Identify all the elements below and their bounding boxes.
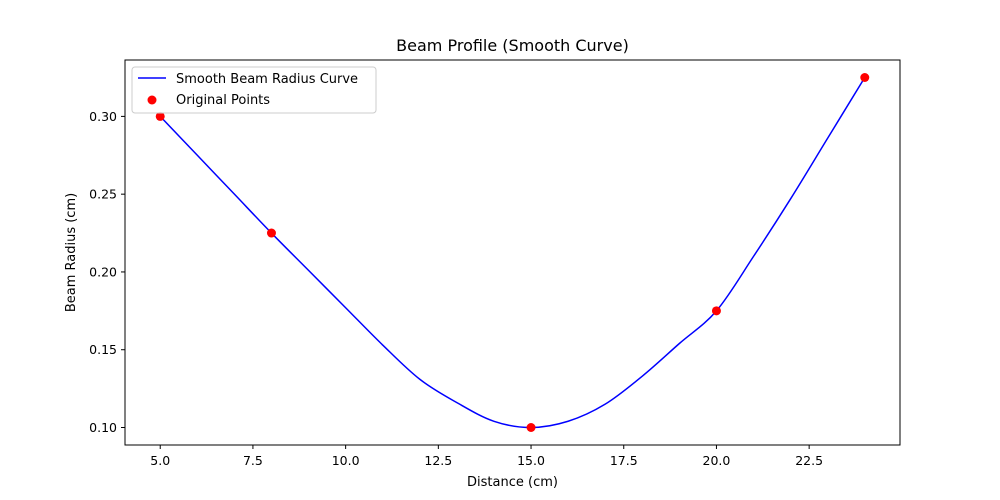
chart-title: Beam Profile (Smooth Curve) <box>396 36 629 55</box>
x-tick-label: 20.0 <box>703 453 731 468</box>
axis-ticks: 5.0 7.5 10.0 12.5 15.0 17.5 20.0 22.5 0.10 0.15 0.… <box>89 109 823 468</box>
y-tick-label: 0.30 <box>89 109 117 124</box>
y-tick-label: 0.20 <box>89 264 117 279</box>
legend-box <box>131 66 377 114</box>
y-tick-label: 0.15 <box>89 342 117 357</box>
x-tick-label: 15.0 <box>517 453 545 468</box>
x-tick-label: 10.0 <box>332 453 360 468</box>
axes-frame <box>124 59 901 446</box>
legend-point-swatch <box>147 95 157 105</box>
x-tick-label: 17.5 <box>610 453 638 468</box>
y-axis-label: Beam Radius (cm) <box>64 193 79 312</box>
legend: Smooth Beam Radius Curve Original Points <box>131 66 377 114</box>
x-tick-label: 12.5 <box>424 453 452 468</box>
x-axis-label: Distance (cm) <box>467 475 558 490</box>
original-point <box>860 73 870 82</box>
series-layer <box>155 73 870 432</box>
original-point <box>526 423 536 432</box>
smooth-curve-line <box>159 77 866 429</box>
y-tick-label: 0.10 <box>89 420 117 435</box>
plot-area <box>125 60 900 445</box>
x-tick-label: 22.5 <box>795 453 823 468</box>
x-tick-label: 7.5 <box>243 453 263 468</box>
original-point <box>155 111 165 121</box>
y-tick-label: 0.25 <box>89 187 117 202</box>
legend-label-points: Original Points <box>176 93 270 108</box>
legend-label-curve: Smooth Beam Radius Curve <box>176 72 358 87</box>
x-tick-label: 5.0 <box>150 453 170 468</box>
original-point <box>266 228 276 238</box>
original-point <box>711 306 721 316</box>
